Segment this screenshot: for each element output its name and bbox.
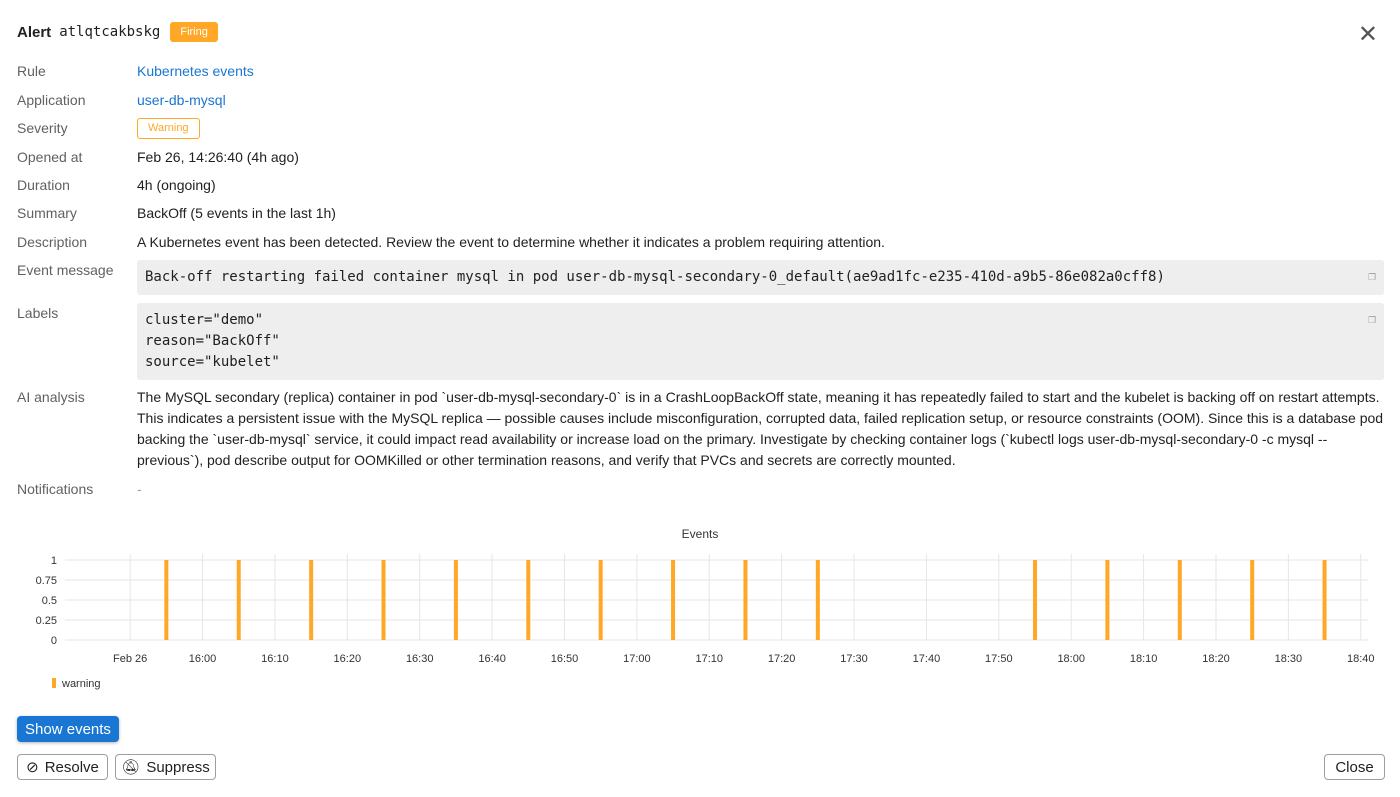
event-bar — [598, 560, 603, 640]
event-bar — [743, 560, 748, 640]
event-bar — [236, 560, 241, 640]
labels-code: cluster="demo" reason="BackOff" source="… — [137, 303, 1384, 380]
y-tick-label: 0.25 — [36, 615, 57, 627]
x-tick-label: 16:20 — [334, 653, 362, 665]
rule-link[interactable]: Kubernetes events — [137, 63, 254, 79]
field-label: Notifications — [17, 481, 94, 497]
suppress-label: Suppress — [146, 758, 210, 776]
suppress-button[interactable]: 🔕︎ Suppress — [115, 754, 216, 780]
event-bar — [381, 560, 386, 640]
ai-analysis-text: The MySQL secondary (replica) container … — [137, 389, 1384, 468]
field-label: Labels — [17, 305, 59, 321]
field-summary: Summary BackOff (5 events in the last 1h) — [17, 203, 1384, 224]
field-label: Opened at — [17, 149, 83, 165]
x-tick-label: 16:30 — [406, 653, 434, 665]
x-tick-label: 18:30 — [1275, 653, 1303, 665]
events-chart: Events 0 0.25 0.5 0.75 1 Feb 26 16:00 16:10 16:20… — [36, 527, 1375, 690]
event-bar — [309, 560, 314, 640]
field-label: Severity — [17, 120, 68, 136]
event-bar — [164, 560, 169, 640]
field-label: AI analysis — [17, 389, 85, 405]
status-badge: Firing — [170, 22, 218, 42]
close-button[interactable]: Close — [1324, 754, 1385, 780]
check-circle-icon: ⊘ — [26, 759, 39, 776]
field-event-message: Event message Back-off restarting failed … — [17, 260, 1384, 295]
field-label: Summary — [17, 205, 77, 221]
field-label: Description — [17, 234, 88, 250]
bell-off-icon: 🔕︎ — [121, 759, 141, 776]
x-tick-label: Feb 26 — [113, 653, 147, 665]
event-bar — [671, 560, 676, 640]
alert-id: atlqtcakbskg — [59, 24, 161, 40]
x-tick-label: 16:10 — [261, 653, 289, 665]
field-label: Event message — [17, 262, 114, 278]
x-tick-label: 17:30 — [840, 653, 868, 665]
legend-swatch — [52, 678, 56, 688]
event-bar — [526, 560, 531, 640]
event-bar — [1322, 560, 1327, 640]
event-bar — [453, 560, 458, 640]
y-tick-label: 0.5 — [42, 595, 57, 607]
y-tick-label: 0.75 — [36, 575, 57, 587]
x-tick-label: 17:50 — [985, 653, 1013, 665]
field-labels: Labels cluster="demo" reason="BackOff" so… — [17, 303, 1384, 380]
chart-title: Events — [682, 527, 719, 541]
legend-label: warning — [61, 678, 101, 690]
labels-text: cluster="demo" reason="BackOff" source="… — [145, 312, 280, 370]
y-tick-label: 1 — [51, 555, 57, 567]
field-label: Rule — [17, 63, 46, 79]
resolve-label: Resolve — [44, 758, 99, 776]
field-application: Application user-db-mysql — [17, 90, 1384, 111]
field-value: BackOff (5 events in the last 1h) — [137, 205, 336, 221]
field-severity: Severity Warning — [17, 118, 1384, 139]
field-notifications: Notifications - — [17, 479, 1384, 500]
dialog-header: Alert atlqtcakbskg Firing — [17, 22, 218, 42]
x-tick-label: 18:40 — [1347, 653, 1375, 665]
close-icon[interactable]: ✕ — [1357, 21, 1378, 48]
x-tick-label: 18:00 — [1057, 653, 1085, 665]
field-label: Duration — [17, 177, 70, 193]
application-link[interactable]: user-db-mysql — [137, 92, 226, 108]
x-tick-label: 17:40 — [913, 653, 941, 665]
event-bar — [1033, 560, 1038, 640]
x-tick-label: 18:10 — [1130, 653, 1158, 665]
dialog-title: Alert — [17, 23, 52, 41]
event-bar — [1177, 560, 1182, 640]
event-message-code: Back-off restarting failed container mys… — [137, 260, 1384, 295]
x-tick-label: 16:40 — [478, 653, 506, 665]
copy-icon[interactable]: ❐ — [1368, 312, 1376, 327]
field-description: Description A Kubernetes event has been d… — [17, 232, 1384, 253]
field-duration: Duration 4h (ongoing) — [17, 175, 1384, 196]
y-tick-label: 0 — [51, 635, 57, 647]
field-value: 4h (ongoing) — [137, 177, 216, 193]
field-opened-at: Opened at Feb 26, 14:26:40 (4h ago) — [17, 147, 1384, 168]
x-tick-label: 17:10 — [695, 653, 723, 665]
event-bar — [1105, 560, 1110, 640]
x-tick-label: 17:20 — [768, 653, 796, 665]
event-bar — [1250, 560, 1255, 640]
event-bar — [815, 560, 820, 640]
show-events-button[interactable]: Show events — [17, 716, 119, 742]
field-value: A Kubernetes event has been detected. Re… — [137, 234, 885, 250]
copy-icon[interactable]: ❐ — [1368, 269, 1376, 284]
field-ai-analysis: AI analysis The MySQL secondary (replica)… — [17, 387, 1384, 471]
x-tick-label: 16:00 — [189, 653, 217, 665]
x-tick-label: 16:50 — [551, 653, 579, 665]
field-value: Feb 26, 14:26:40 (4h ago) — [137, 149, 299, 165]
severity-badge: Warning — [137, 118, 200, 139]
x-tick-label: 17:00 — [623, 653, 651, 665]
field-rule: Rule Kubernetes events — [17, 61, 1384, 82]
x-tick-label: 18:20 — [1202, 653, 1230, 665]
resolve-button[interactable]: ⊘ Resolve — [17, 754, 108, 780]
event-message-text: Back-off restarting failed container mys… — [145, 269, 1165, 285]
field-label: Application — [17, 92, 86, 108]
field-value: - — [137, 481, 142, 497]
